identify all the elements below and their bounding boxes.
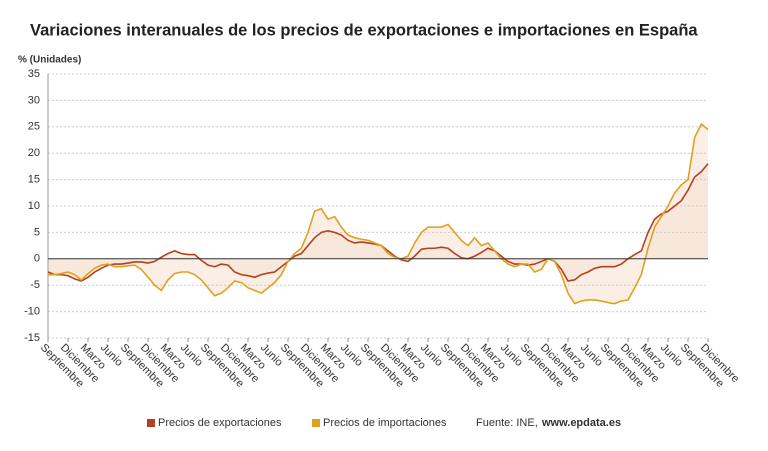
y-tick-label: -5 — [30, 279, 40, 291]
legend-swatch — [312, 419, 320, 427]
line — [48, 122, 709, 305]
y-tick-label: 20 — [28, 147, 40, 159]
y-tick-label: -10 — [24, 306, 40, 318]
source-site: www.epdata.es — [541, 417, 621, 429]
y-tick-label: 30 — [28, 94, 40, 106]
y-tick-label: 10 — [28, 200, 40, 212]
source: Fuente: INE, — [476, 417, 538, 429]
y-tick-label: 35 — [28, 68, 40, 80]
legend-label: Precios de exportaciones — [158, 417, 282, 429]
y-tick-label: 5 — [34, 226, 40, 238]
chart-title: Variaciones interanuales de los precios … — [30, 21, 698, 39]
legend-label: Precios de importaciones — [323, 417, 447, 429]
y-tick-label: 0 — [34, 253, 40, 265]
y-tick-label: 15 — [28, 174, 40, 186]
y-tick-label: 25 — [28, 121, 40, 133]
y-tick-label: -15 — [24, 332, 40, 344]
legend-swatch — [147, 419, 155, 427]
y-axis-label: % (Unidades) — [18, 55, 81, 66]
